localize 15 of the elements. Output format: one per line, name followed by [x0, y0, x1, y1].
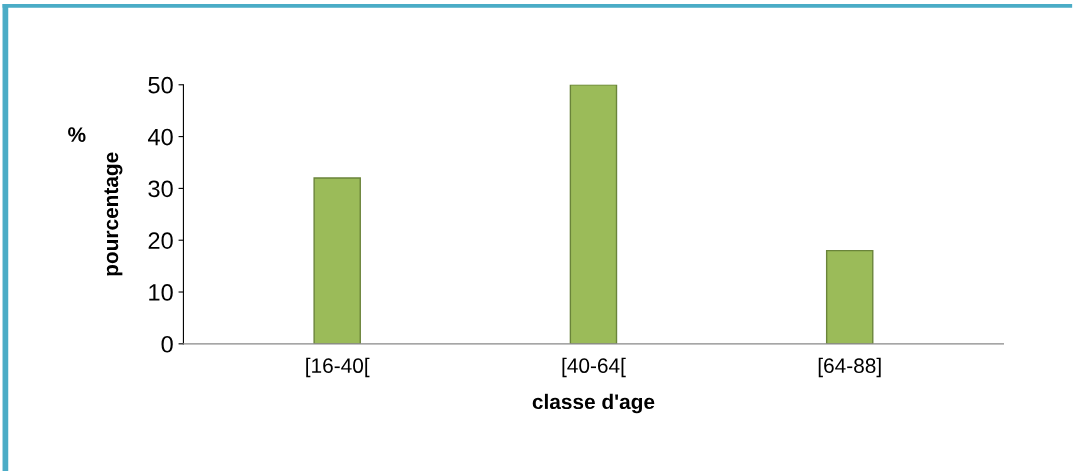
x-tick-label: [64-88] — [818, 357, 881, 378]
y-tick-label: 40 — [147, 128, 173, 146]
y-tick-label: 30 — [148, 180, 173, 198]
x-tick-label: [40-64[ — [562, 357, 626, 378]
y-tick-label: 20 — [148, 232, 173, 249]
y-tick-label: 0 — [161, 335, 173, 353]
bar — [825, 249, 874, 344]
bar — [569, 84, 618, 344]
bar — [313, 177, 361, 344]
text: % — [68, 127, 86, 142]
x-axis-title: classe d'age — [532, 393, 655, 414]
x-tick-label: [16-40[ — [306, 357, 370, 378]
y-axis-title: pourcentage — [104, 152, 123, 276]
y-tick-label: 10 — [149, 284, 173, 301]
y-tick-label: 50 — [148, 76, 173, 94]
